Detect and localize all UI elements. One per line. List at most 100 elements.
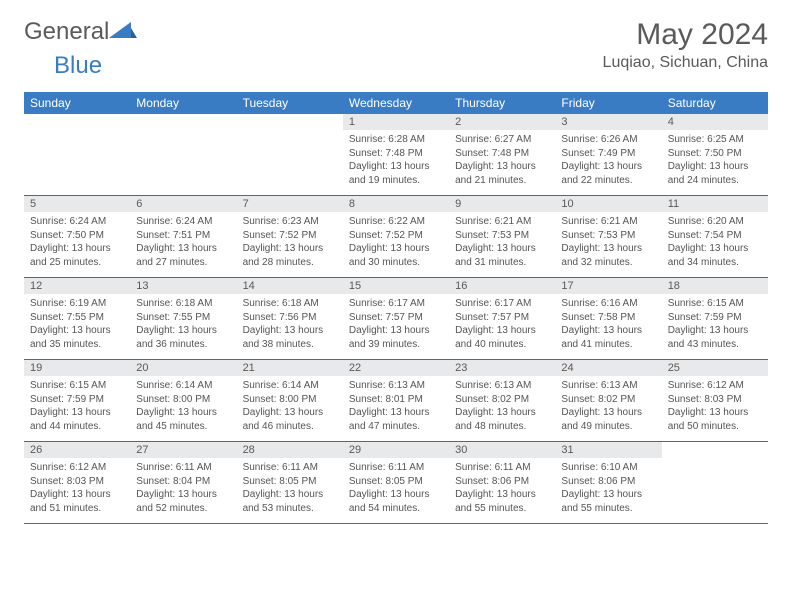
sunrise-text: Sunrise: 6:19 AM [30,297,124,311]
day-data-cell: Sunrise: 6:15 AMSunset: 7:59 PMDaylight:… [24,376,130,442]
daylight-text-1: Daylight: 13 hours [349,488,443,502]
day-number-row: 19202122232425 [24,360,768,377]
daylight-text-2: and 28 minutes. [243,256,337,270]
sunrise-text: Sunrise: 6:12 AM [668,379,762,393]
day-data-row: Sunrise: 6:12 AMSunset: 8:03 PMDaylight:… [24,458,768,524]
sunset-text: Sunset: 7:59 PM [668,311,762,325]
sunset-text: Sunset: 7:50 PM [30,229,124,243]
day-number-cell: 10 [555,196,661,213]
daylight-text-1: Daylight: 13 hours [455,242,549,256]
sunrise-text: Sunrise: 6:28 AM [349,133,443,147]
sunset-text: Sunset: 7:49 PM [561,147,655,161]
day-data-cell: Sunrise: 6:12 AMSunset: 8:03 PMDaylight:… [662,376,768,442]
daylight-text-1: Daylight: 13 hours [668,160,762,174]
day-number-cell: 19 [24,360,130,377]
day-number-row: 567891011 [24,196,768,213]
day-number-cell: 25 [662,360,768,377]
daylight-text-2: and 51 minutes. [30,502,124,516]
logo-text-blue: Blue [54,52,102,79]
day-data-cell: Sunrise: 6:10 AMSunset: 8:06 PMDaylight:… [555,458,661,524]
day-data-cell: Sunrise: 6:19 AMSunset: 7:55 PMDaylight:… [24,294,130,360]
sunset-text: Sunset: 8:00 PM [136,393,230,407]
daylight-text-1: Daylight: 13 hours [243,242,337,256]
day-data-cell: Sunrise: 6:18 AMSunset: 7:56 PMDaylight:… [237,294,343,360]
weekday-header: Saturday [662,92,768,114]
daylight-text-2: and 25 minutes. [30,256,124,270]
sunset-text: Sunset: 7:51 PM [136,229,230,243]
daylight-text-2: and 53 minutes. [243,502,337,516]
sunset-text: Sunset: 7:57 PM [455,311,549,325]
page-subtitle: Luqiao, Sichuan, China [603,54,768,72]
day-number-cell: 17 [555,278,661,295]
sunrise-text: Sunrise: 6:11 AM [455,461,549,475]
sunset-text: Sunset: 7:52 PM [243,229,337,243]
calendar-table: SundayMondayTuesdayWednesdayThursdayFrid… [24,92,768,524]
sunset-text: Sunset: 7:53 PM [561,229,655,243]
daylight-text-1: Daylight: 13 hours [455,160,549,174]
day-data-cell: Sunrise: 6:21 AMSunset: 7:53 PMDaylight:… [555,212,661,278]
day-number-cell [130,114,236,130]
daylight-text-2: and 46 minutes. [243,420,337,434]
sunrise-text: Sunrise: 6:13 AM [349,379,443,393]
sunrise-text: Sunrise: 6:13 AM [561,379,655,393]
day-data-cell: Sunrise: 6:28 AMSunset: 7:48 PMDaylight:… [343,130,449,196]
daylight-text-2: and 45 minutes. [136,420,230,434]
sunrise-text: Sunrise: 6:22 AM [349,215,443,229]
daylight-text-2: and 39 minutes. [349,338,443,352]
daylight-text-2: and 55 minutes. [455,502,549,516]
day-number-cell: 5 [24,196,130,213]
daylight-text-2: and 22 minutes. [561,174,655,188]
daylight-text-1: Daylight: 13 hours [349,160,443,174]
daylight-text-1: Daylight: 13 hours [30,406,124,420]
sunrise-text: Sunrise: 6:16 AM [561,297,655,311]
daylight-text-2: and 31 minutes. [455,256,549,270]
day-data-cell: Sunrise: 6:23 AMSunset: 7:52 PMDaylight:… [237,212,343,278]
day-data-cell: Sunrise: 6:11 AMSunset: 8:06 PMDaylight:… [449,458,555,524]
sunrise-text: Sunrise: 6:21 AM [455,215,549,229]
logo-text-general: General [24,18,109,46]
daylight-text-2: and 44 minutes. [30,420,124,434]
weekday-header: Tuesday [237,92,343,114]
weekday-header: Monday [130,92,236,114]
daylight-text-2: and 34 minutes. [668,256,762,270]
day-data-cell: Sunrise: 6:14 AMSunset: 8:00 PMDaylight:… [237,376,343,442]
day-data-cell: Sunrise: 6:11 AMSunset: 8:05 PMDaylight:… [343,458,449,524]
daylight-text-2: and 41 minutes. [561,338,655,352]
day-data-cell [24,130,130,196]
daylight-text-2: and 48 minutes. [455,420,549,434]
sunset-text: Sunset: 7:57 PM [349,311,443,325]
day-number-cell: 21 [237,360,343,377]
title-block: May 2024 Luqiao, Sichuan, China [603,18,768,72]
sunset-text: Sunset: 7:48 PM [455,147,549,161]
day-data-cell: Sunrise: 6:20 AMSunset: 7:54 PMDaylight:… [662,212,768,278]
daylight-text-2: and 52 minutes. [136,502,230,516]
day-number-cell: 28 [237,442,343,459]
daylight-text-2: and 54 minutes. [349,502,443,516]
day-number-cell: 1 [343,114,449,130]
day-number-cell: 3 [555,114,661,130]
sunset-text: Sunset: 7:58 PM [561,311,655,325]
sunrise-text: Sunrise: 6:14 AM [243,379,337,393]
day-number-cell: 15 [343,278,449,295]
sunset-text: Sunset: 8:02 PM [455,393,549,407]
day-data-row: Sunrise: 6:28 AMSunset: 7:48 PMDaylight:… [24,130,768,196]
sunrise-text: Sunrise: 6:17 AM [349,297,443,311]
daylight-text-1: Daylight: 13 hours [561,406,655,420]
day-number-cell: 14 [237,278,343,295]
daylight-text-2: and 47 minutes. [349,420,443,434]
daylight-text-1: Daylight: 13 hours [349,324,443,338]
sunset-text: Sunset: 7:53 PM [455,229,549,243]
daylight-text-2: and 27 minutes. [136,256,230,270]
sunrise-text: Sunrise: 6:21 AM [561,215,655,229]
day-data-cell: Sunrise: 6:13 AMSunset: 8:02 PMDaylight:… [449,376,555,442]
daylight-text-1: Daylight: 13 hours [30,488,124,502]
day-data-cell: Sunrise: 6:11 AMSunset: 8:04 PMDaylight:… [130,458,236,524]
sunrise-text: Sunrise: 6:15 AM [30,379,124,393]
daylight-text-1: Daylight: 13 hours [136,242,230,256]
day-data-cell: Sunrise: 6:25 AMSunset: 7:50 PMDaylight:… [662,130,768,196]
day-data-cell: Sunrise: 6:11 AMSunset: 8:05 PMDaylight:… [237,458,343,524]
sunrise-text: Sunrise: 6:24 AM [30,215,124,229]
day-number-cell: 9 [449,196,555,213]
daylight-text-1: Daylight: 13 hours [30,324,124,338]
day-number-cell: 22 [343,360,449,377]
